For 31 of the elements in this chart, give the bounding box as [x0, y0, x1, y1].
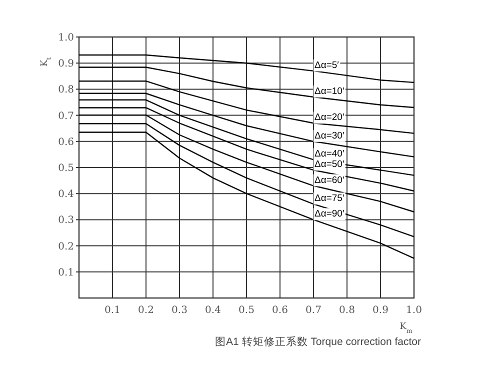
- series-label: Δα=5′: [314, 60, 340, 71]
- x-tick-label: 0.3: [172, 305, 188, 316]
- x-tick-label: 0.4: [205, 305, 221, 316]
- x-tick-label: 1.0: [406, 305, 422, 316]
- y-tick-label: 0.8: [58, 84, 74, 96]
- x-tick-label: 0.9: [372, 305, 388, 316]
- y-tick-label: 0.3: [58, 215, 74, 226]
- y-tick-label: 0.7: [58, 110, 74, 122]
- series-label: Δα=30′: [314, 130, 344, 142]
- series-label: Δα=40′: [314, 148, 344, 160]
- y-tick-label: 1.0: [58, 32, 74, 44]
- y-tick-label: 0.5: [58, 163, 74, 174]
- x-tick-label: 0.2: [138, 305, 154, 316]
- y-tick-label: 0.4: [58, 189, 74, 200]
- x-tick-label: 0.5: [238, 305, 254, 316]
- x-tick-label: 0.7: [306, 305, 322, 316]
- y-tick-label: 0.1: [58, 267, 74, 278]
- x-tick-label: 0.6: [272, 305, 288, 316]
- y-tick-label: 0.9: [58, 58, 74, 70]
- series-label: Δα=20′: [314, 112, 344, 124]
- series-label: Δα=75′: [314, 193, 344, 204]
- x-axis-title: K$_{m}$: [400, 322, 412, 334]
- text: 图A1 转矩修正系数 Torque correction factor: [215, 335, 422, 348]
- series-label: Δα=90′: [314, 208, 344, 220]
- x-tick-label: 0.8: [339, 305, 355, 316]
- series-label: Δα=60′: [314, 174, 344, 186]
- series-label: Δα=10′: [314, 86, 344, 98]
- y-tick-label: 0.2: [58, 241, 74, 252]
- y-tick-label: 0.6: [58, 136, 74, 148]
- x-tick-label: 0.1: [104, 305, 120, 316]
- series-label: Δα=50′: [314, 159, 344, 170]
